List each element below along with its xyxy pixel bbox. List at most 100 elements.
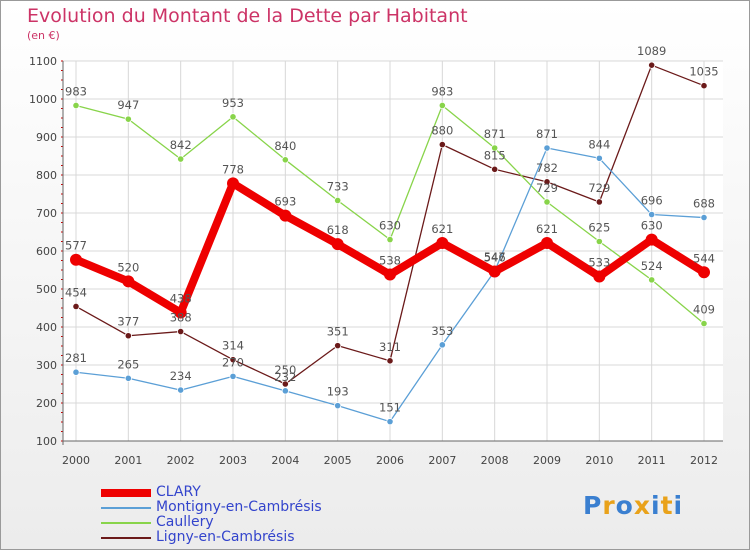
y-tick-label: 600 xyxy=(36,245,57,258)
data-label: 281 xyxy=(65,351,87,365)
x-tick-label: 2003 xyxy=(219,454,247,467)
data-label: 547 xyxy=(484,250,506,264)
data-label: 409 xyxy=(693,303,715,317)
data-label: 871 xyxy=(484,127,506,141)
data-point xyxy=(541,237,553,250)
chart-title: Evolution du Montant de la Dette par Hab… xyxy=(27,5,468,27)
data-point xyxy=(334,342,342,350)
data-label: 733 xyxy=(327,179,349,193)
data-label: 630 xyxy=(641,219,663,233)
data-label: 388 xyxy=(170,311,192,325)
y-tick-label: 800 xyxy=(36,169,57,182)
y-tick-label: 900 xyxy=(36,131,57,144)
legend: CLARY Montigny-en-Cambrésis Caullery Ligny-… xyxy=(101,484,401,545)
logo-letter: P xyxy=(583,491,603,520)
legend-label: Montigny-en-Cambrésis xyxy=(156,499,322,515)
data-point xyxy=(384,268,396,281)
x-tick-label: 2008 xyxy=(481,454,509,467)
data-point xyxy=(543,198,551,206)
data-point xyxy=(488,265,501,278)
data-label: 377 xyxy=(117,315,139,329)
y-tick-label: 400 xyxy=(36,321,57,334)
x-tick-label: 2012 xyxy=(690,454,718,467)
legend-item: Caullery xyxy=(101,514,401,530)
data-label: 842 xyxy=(170,138,192,152)
legend-swatch xyxy=(101,522,151,524)
data-label: 546 xyxy=(484,251,506,265)
data-label: 778 xyxy=(222,162,244,176)
grid xyxy=(63,60,723,442)
data-point xyxy=(543,178,551,186)
data-label: 533 xyxy=(588,255,610,269)
legend-item: Ligny-en-Cambrésis xyxy=(101,529,401,545)
data-point xyxy=(438,141,446,149)
y-tick-label: 1100 xyxy=(29,55,57,68)
data-point xyxy=(700,319,708,328)
data-label: 630 xyxy=(379,219,401,233)
data-point xyxy=(438,101,446,110)
data-label: 353 xyxy=(431,324,453,338)
data-label: 311 xyxy=(379,340,401,354)
data-label: 520 xyxy=(117,260,139,274)
data-label: 524 xyxy=(641,259,663,273)
data-point xyxy=(438,341,446,349)
data-point xyxy=(281,156,289,164)
x-tick-label: 2001 xyxy=(114,454,142,467)
legend-swatch xyxy=(101,537,151,539)
y-tick-label: 1000 xyxy=(29,93,57,106)
legend-label: Ligny-en-Cambrésis xyxy=(156,529,295,545)
data-point xyxy=(227,177,239,190)
data-point xyxy=(174,306,187,319)
x-tick-label: 2002 xyxy=(167,454,195,467)
y-tick-label: 700 xyxy=(36,207,57,220)
data-point xyxy=(72,368,80,376)
data-label: 947 xyxy=(117,98,139,112)
data-label: 314 xyxy=(222,339,244,353)
data-point xyxy=(386,236,394,244)
data-label: 193 xyxy=(327,385,349,399)
data-point xyxy=(334,402,342,410)
data-label: 625 xyxy=(588,221,610,235)
logo-letter: r xyxy=(602,491,616,520)
data-label: 729 xyxy=(588,181,610,195)
data-point xyxy=(72,101,80,110)
data-point xyxy=(229,356,237,364)
data-point xyxy=(70,253,82,266)
logo-letter: i xyxy=(673,491,684,520)
data-label: 438 xyxy=(170,292,192,306)
data-label: 844 xyxy=(588,137,610,151)
data-point xyxy=(279,209,292,222)
data-point xyxy=(436,237,449,250)
x-tick-label: 2009 xyxy=(533,454,561,467)
line-chart: 100 200 300 400 500 600 700 800 900 1000 1100 2000 2… xyxy=(29,44,723,467)
data-point xyxy=(229,372,237,380)
data-point xyxy=(331,238,344,251)
data-point xyxy=(700,213,708,222)
data-labels: 577 520 438 778 693 618 538 621 546 621 533 630 544 2… xyxy=(65,44,719,414)
data-point xyxy=(648,276,656,284)
data-point xyxy=(122,275,135,288)
data-point xyxy=(124,332,132,340)
data-label: 1035 xyxy=(689,65,718,79)
data-label: 729 xyxy=(536,181,558,195)
data-point xyxy=(595,198,603,206)
y-tick-label: 300 xyxy=(36,359,57,372)
legend-label: CLARY xyxy=(156,484,201,500)
data-point xyxy=(177,155,185,163)
data-label: 953 xyxy=(222,96,244,110)
legend-item: Montigny-en-Cambrésis xyxy=(101,499,401,515)
legend-swatch xyxy=(101,507,151,509)
data-point xyxy=(700,82,708,90)
logo-letter: x xyxy=(633,491,651,520)
data-label: 983 xyxy=(65,84,87,98)
data-label: 544 xyxy=(693,251,715,265)
data-label: 782 xyxy=(536,161,558,175)
data-label: 151 xyxy=(379,401,401,415)
data-label: 693 xyxy=(274,195,296,209)
data-point xyxy=(491,165,499,173)
x-tick-label: 2000 xyxy=(62,454,90,467)
axes: 100 200 300 400 500 600 700 800 900 1000 1100 2000 2… xyxy=(29,55,723,467)
data-point xyxy=(698,266,710,279)
data-point xyxy=(177,386,185,394)
